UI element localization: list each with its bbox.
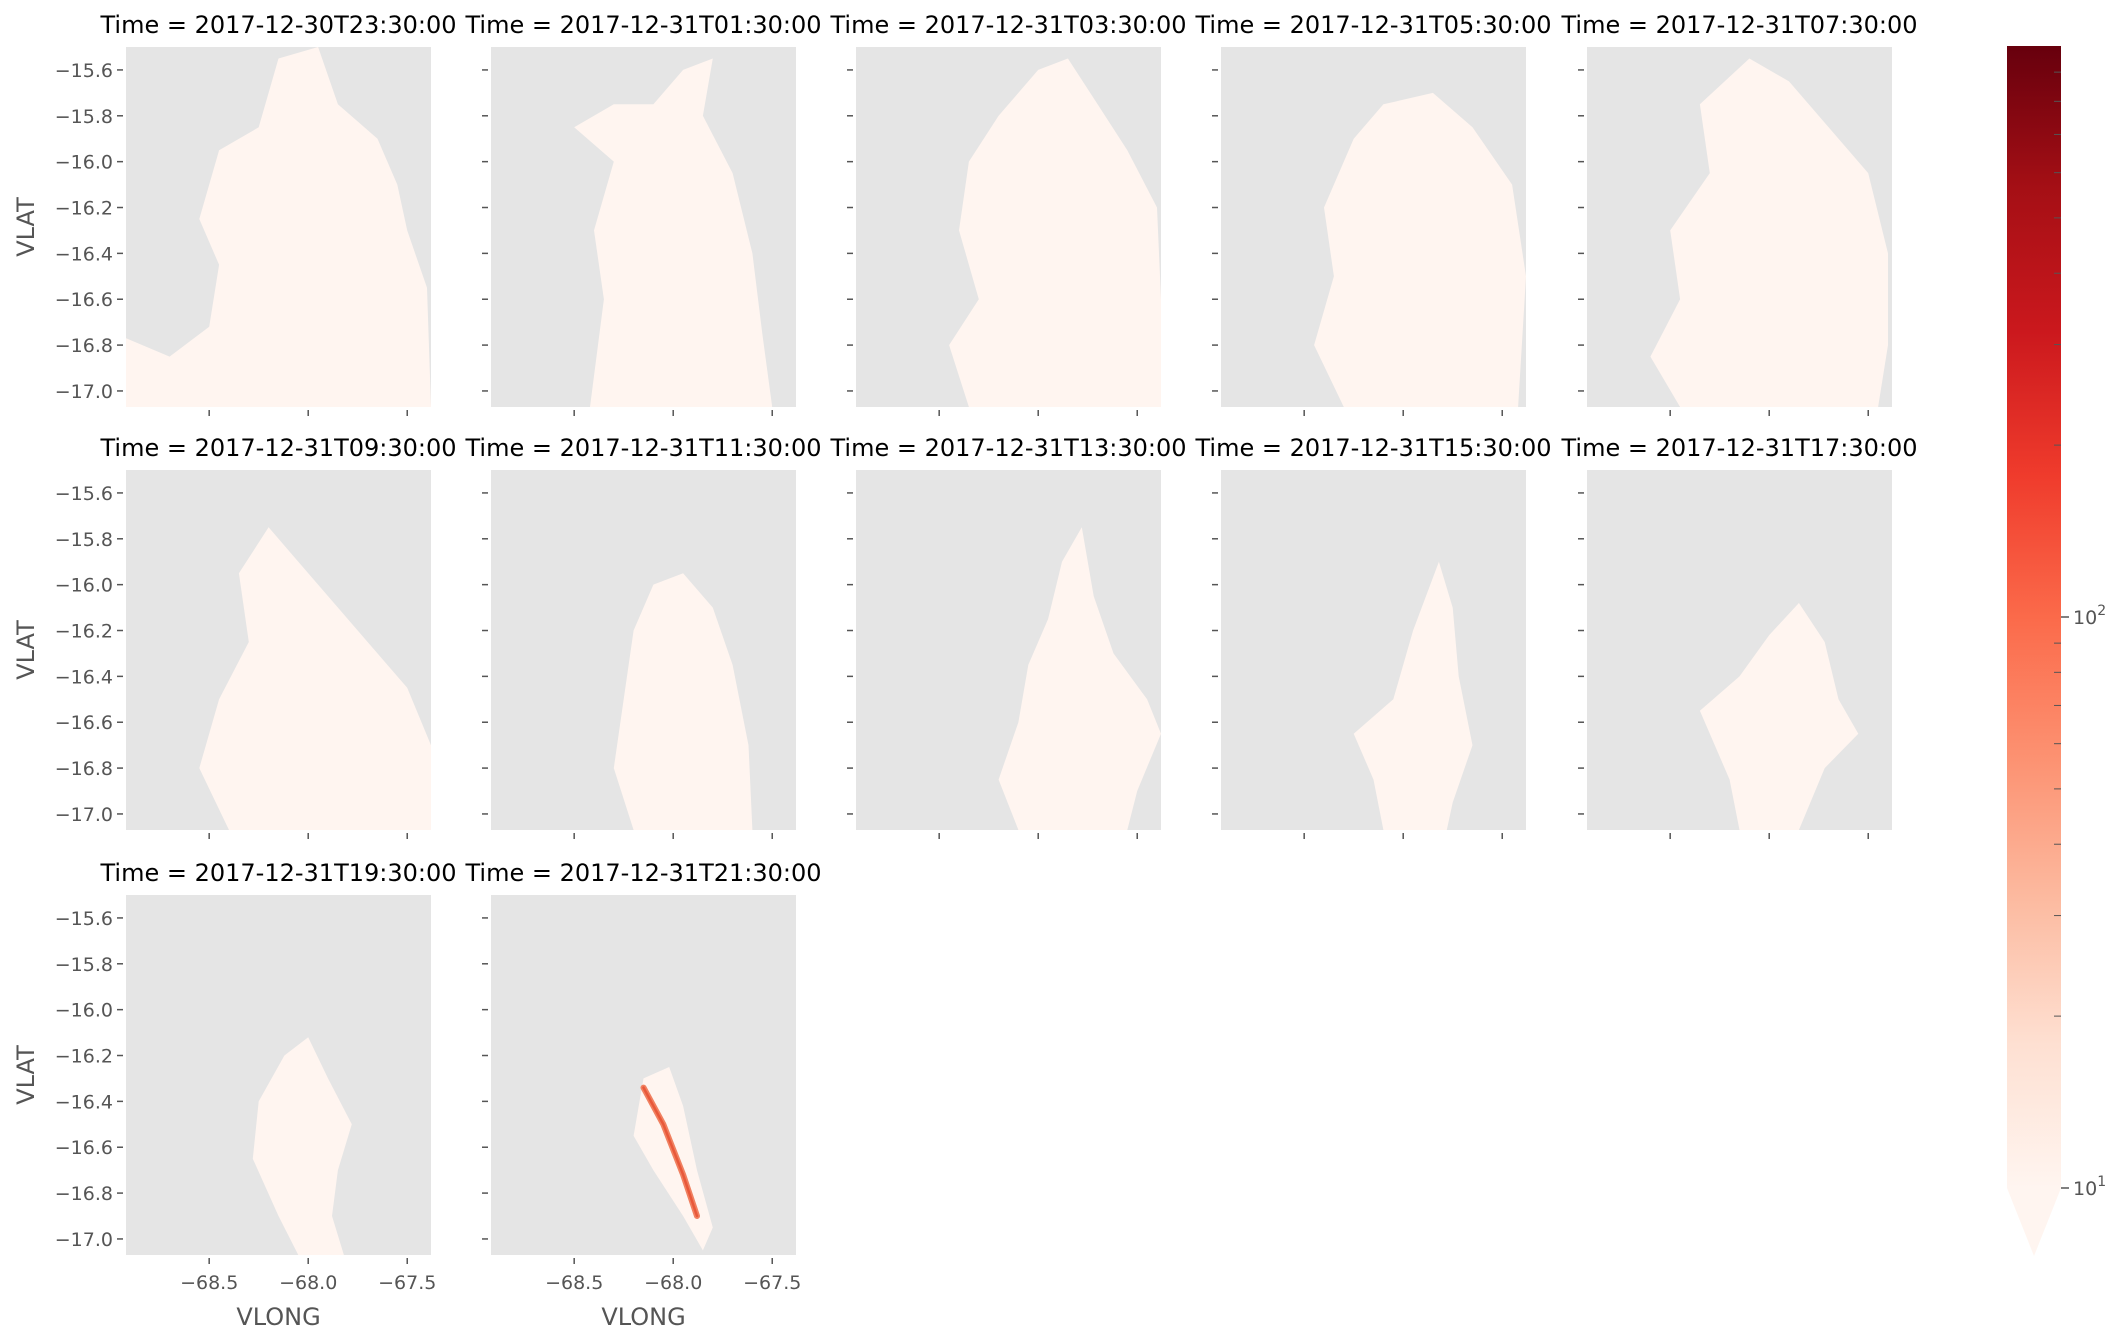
y-tick-label: −16.0 [55, 152, 113, 174]
panel-title: Time = 2017-12-31T09:30:00 [99, 434, 456, 462]
colorbar-gradient [2007, 46, 2061, 1188]
y-tick-label: −15.8 [55, 106, 113, 128]
y-tick-label: −15.8 [55, 954, 113, 976]
panel-title: Time = 2017-12-31T17:30:00 [1560, 434, 1917, 462]
panel-title: Time = 2017-12-31T03:30:00 [829, 11, 1186, 39]
panel-background [491, 895, 796, 1255]
y-tick-label: −15.6 [55, 908, 113, 930]
x-tick-label: −67.5 [743, 1272, 801, 1294]
y-tick-label: −16.8 [55, 758, 113, 780]
heatmap-cells [1699, 603, 1859, 830]
x-tick-label: −67.5 [378, 1272, 436, 1294]
y-tick-label: −17.0 [55, 381, 113, 403]
colorbar-extend-min [2007, 1188, 2061, 1256]
y-tick-label: −15.6 [55, 483, 113, 505]
x-axis-label: VLONG [601, 1303, 685, 1331]
heatmap-cells [199, 527, 431, 830]
panel-title: Time = 2017-12-31T19:30:00 [99, 859, 456, 887]
facet-panel: Time = 2017-12-31T19:30:00 −15.6 −15.8 −16.… [12, 859, 457, 1331]
panel-title: Time = 2017-12-31T13:30:00 [829, 434, 1186, 462]
facet-panel: Time = 2017-12-31T13:30:00 [829, 434, 1187, 839]
x-axis-label: VLONG [236, 1303, 320, 1331]
x-tick-label: −68.5 [545, 1272, 603, 1294]
y-tick-label: −15.8 [55, 529, 113, 551]
facet-panel: Time = 2017-12-31T11:30:00 [464, 434, 822, 839]
panel-title: Time = 2017-12-30T23:30:00 [99, 11, 456, 39]
y-tick-label: −16.4 [55, 243, 113, 265]
panel-title: Time = 2017-12-31T05:30:00 [1194, 11, 1551, 39]
heatmap-cells [1314, 92, 1526, 408]
y-tick-label: −16.4 [55, 666, 113, 688]
panel-title: Time = 2017-12-31T07:30:00 [1560, 11, 1917, 39]
colorbar-tick-label: 101 [2073, 1174, 2106, 1200]
facet-panel: Time = 2017-12-31T09:30:00 −15.6 −15.8 −16.… [12, 434, 457, 839]
colorbar: 101 102 [2007, 46, 2106, 1256]
panel-title: Time = 2017-12-31T01:30:00 [464, 11, 821, 39]
y-tick-label: −16.2 [55, 621, 113, 643]
facet-panel: Time = 2017-12-31T05:30:00 [1194, 11, 1552, 416]
y-tick-label: −16.8 [55, 1183, 113, 1205]
facet-panel: Time = 2017-12-31T21:30:00 −68.5 −68.0 −67.… [464, 859, 821, 1331]
high-value-streak-core [642, 1086, 699, 1218]
y-tick-label: −16.4 [55, 1091, 113, 1113]
y-tick-label: −16.0 [55, 1000, 113, 1022]
y-axis-label: VLAT [12, 197, 40, 257]
facet-panel: Time = 2017-12-31T17:30:00 [1560, 434, 1918, 839]
x-tick-label: −68.0 [279, 1272, 337, 1294]
y-tick-label: −16.6 [55, 289, 113, 311]
colorbar-tick-label: 102 [2073, 603, 2106, 629]
y-axis-label: VLAT [12, 1045, 40, 1105]
facet-panels: Time = 2017-12-30T23:30:00 −15.6 −15.8 −16.… [12, 11, 1918, 1331]
panel-title: Time = 2017-12-31T15:30:00 [1194, 434, 1551, 462]
heatmap-cells [126, 47, 431, 407]
y-tick-label: −16.8 [55, 335, 113, 357]
panel-title: Time = 2017-12-31T21:30:00 [464, 859, 821, 887]
heatmap-cells [949, 58, 1161, 407]
facet-panel: Time = 2017-12-31T01:30:00 [464, 11, 822, 416]
y-tick-label: −16.6 [55, 1137, 113, 1159]
y-tick-label: −16.2 [55, 198, 113, 220]
heatmap-cells [1650, 58, 1888, 407]
panel-title: Time = 2017-12-31T11:30:00 [464, 434, 821, 462]
heatmap-cells [1353, 561, 1473, 830]
x-tick-label: −68.0 [644, 1272, 702, 1294]
facet-panel: Time = 2017-12-31T03:30:00 [829, 11, 1187, 416]
y-axis-label: VLAT [12, 620, 40, 680]
heatmap-cells [252, 1037, 352, 1255]
y-tick-label: −16.2 [55, 1046, 113, 1068]
x-tick-label: −68.5 [180, 1272, 238, 1294]
facet-panel: Time = 2017-12-31T15:30:00 [1194, 434, 1552, 839]
y-tick-label: −17.0 [55, 804, 113, 826]
facet-panel: Time = 2017-12-30T23:30:00 −15.6 −15.8 −16.… [12, 11, 457, 416]
y-tick-label: −16.6 [55, 712, 113, 734]
y-tick-label: −15.6 [55, 60, 113, 82]
heatmap-cells [998, 527, 1161, 830]
heatmap-cells [613, 573, 753, 830]
facet-panel: Time = 2017-12-31T07:30:00 [1560, 11, 1918, 416]
y-tick-label: −16.0 [55, 575, 113, 597]
y-tick-label: −17.0 [55, 1229, 113, 1251]
heatmap-cells [574, 58, 773, 407]
